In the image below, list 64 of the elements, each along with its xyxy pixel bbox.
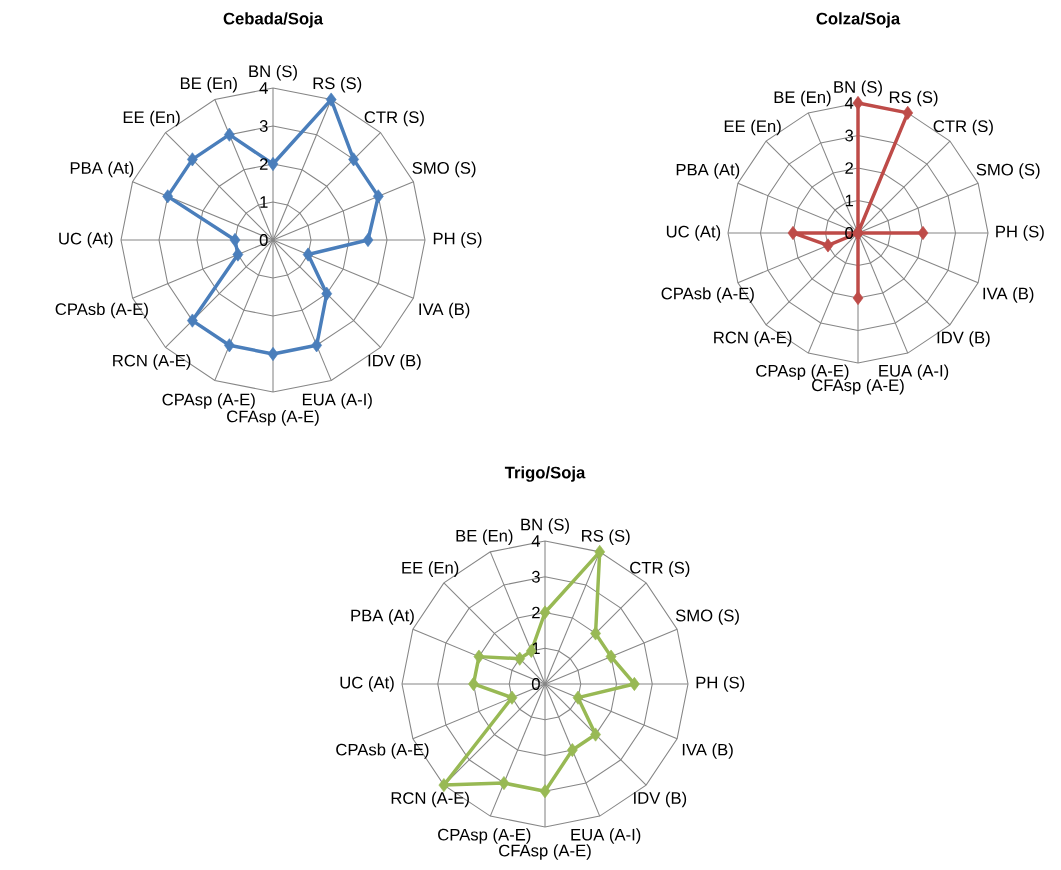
- y-tick-label: 0: [259, 234, 268, 246]
- chart-title: Colza/Soja: [816, 12, 901, 28]
- spoke-label: CFAsp (A-E): [499, 844, 591, 860]
- spoke-label: RCN (A-E): [714, 331, 792, 347]
- spoke-label: IVA (B): [983, 287, 1034, 303]
- spoke-label: CTR (S): [933, 119, 993, 136]
- y-tick-label: 1: [260, 196, 268, 208]
- chart-title: Cebada/Soja: [223, 12, 324, 28]
- spoke-label: IVA (B): [419, 302, 470, 319]
- spoke-label: CTR (S): [364, 110, 424, 127]
- spoke-label: BE (En): [180, 76, 237, 93]
- y-tick-label: 4: [844, 97, 854, 109]
- spoke-label: PH (S): [696, 676, 745, 692]
- spoke-label: IDV (B): [634, 791, 687, 808]
- spoke-label: UC (At): [340, 676, 394, 692]
- spoke-label: RS (S): [889, 90, 938, 107]
- spoke-label: EE (En): [402, 561, 459, 577]
- spoke-label: IDV (B): [937, 331, 990, 347]
- spoke-label: CPAsp (A-E): [162, 393, 255, 409]
- spoke-label: RS (S): [313, 76, 362, 93]
- spoke-label: SMO (S): [675, 609, 739, 625]
- y-tick-label: 2: [532, 606, 540, 619]
- spoke-label: CPAsb (A-E): [661, 287, 754, 303]
- spoke-label: PBA (At): [676, 163, 740, 179]
- spoke-label: SMO (S): [976, 163, 1040, 179]
- spoke-label: EUA (A-I): [571, 828, 641, 844]
- spoke-label: SMO (S): [412, 161, 476, 178]
- y-tick-label: 2: [845, 162, 853, 174]
- chart-title: Trigo/Soja: [504, 466, 586, 482]
- spoke-label: EUA (A-I): [879, 364, 949, 380]
- y-tick-label: 3: [259, 120, 268, 132]
- spoke-label: EE (En): [123, 110, 180, 127]
- y-tick-label: 2: [259, 158, 268, 170]
- spoke-label: PBA (At): [351, 609, 414, 625]
- spoke-label: PH (S): [996, 225, 1044, 241]
- y-tick-label: 1: [845, 194, 853, 207]
- y-tick-label: 3: [845, 129, 854, 142]
- spoke-label: CFAsp (A-E): [812, 378, 904, 395]
- spoke-label: BN (S): [249, 64, 297, 81]
- spoke-label: UC (At): [666, 225, 721, 241]
- spoke-label: IVA (B): [682, 743, 733, 759]
- spoke-label: BN (S): [834, 80, 882, 97]
- spoke-label: BE (En): [774, 90, 831, 107]
- y-tick-label: 4: [531, 535, 541, 547]
- y-tick-label: 4: [259, 82, 268, 94]
- spoke-label: RS (S): [582, 529, 630, 545]
- spoke-label: RCN (A-E): [113, 354, 191, 370]
- y-tick-label: 0: [531, 678, 540, 690]
- spoke-label: UC (At): [59, 232, 113, 248]
- spoke-label: CPAsb (A-E): [55, 302, 148, 319]
- spoke-label: PH (S): [433, 232, 482, 248]
- spoke-label: BN (S): [521, 518, 569, 534]
- spoke-label: EE (En): [724, 119, 781, 136]
- spoke-label: IDV (B): [368, 354, 421, 370]
- spoke-label: CPAsp (A-E): [438, 828, 531, 844]
- y-tick-label: 3: [531, 570, 540, 583]
- spoke-label: BE (En): [456, 529, 513, 545]
- spoke-label: PBA (At): [70, 161, 134, 178]
- spoke-label: RCN (A-E): [391, 791, 469, 808]
- spoke-label: CFAsp (A-E): [227, 410, 319, 426]
- spoke-label: CPAsb (A-E): [336, 743, 429, 759]
- spoke-label: CPAsp (A-E): [756, 364, 849, 380]
- spoke-label: EUA (A-I): [302, 393, 372, 409]
- spoke-label: CTR (S): [630, 561, 690, 577]
